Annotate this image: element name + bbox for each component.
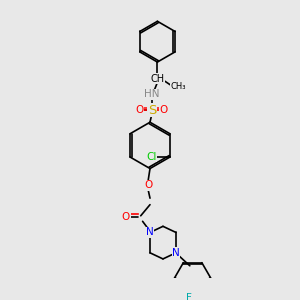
- Text: N: N: [172, 248, 180, 258]
- Text: S: S: [148, 104, 156, 117]
- Text: Cl: Cl: [146, 152, 157, 162]
- Text: CH₃: CH₃: [170, 82, 185, 91]
- Text: CH: CH: [150, 74, 164, 84]
- Text: N: N: [146, 227, 154, 237]
- Text: O: O: [122, 212, 130, 222]
- Text: O: O: [144, 180, 152, 190]
- Text: F: F: [186, 293, 192, 300]
- Text: O: O: [160, 105, 168, 115]
- Text: HN: HN: [144, 89, 160, 100]
- Text: O: O: [136, 105, 144, 115]
